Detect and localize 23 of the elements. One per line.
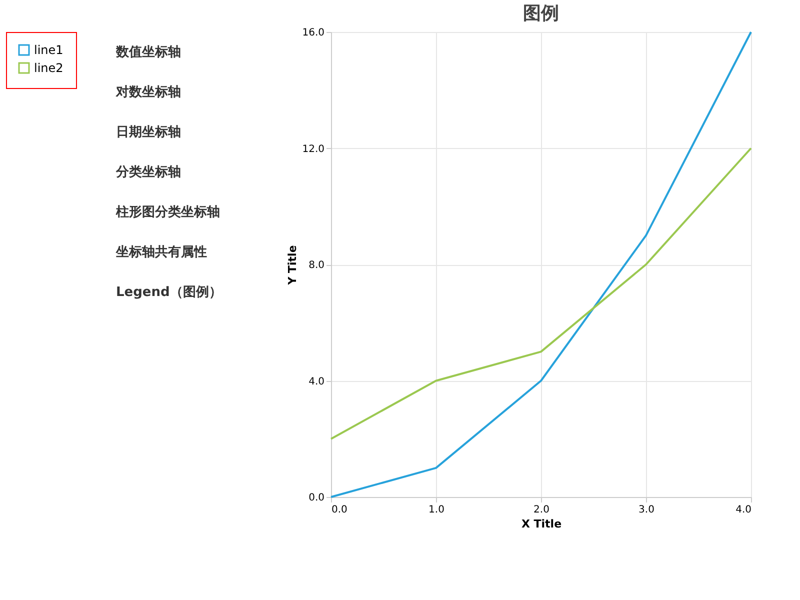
- y-tick-label: 16.0: [302, 28, 324, 38]
- y-tick-label: 4.0: [308, 376, 324, 388]
- legend-label: line2: [34, 61, 64, 75]
- text: 数值坐标轴: [115, 44, 181, 60]
- x-tick-label: 0.0: [332, 504, 348, 516]
- y-tick-label: 12.0: [302, 144, 324, 155]
- x-tick-label: 1.0: [428, 504, 444, 516]
- y-tick-label: 0.0: [308, 492, 324, 504]
- x-tick-label: 3.0: [638, 504, 654, 516]
- x-axis-title: X Title: [521, 518, 562, 530]
- y-tick-label: 8.0: [308, 260, 324, 271]
- text: 柱形图分类坐标轴: [115, 204, 220, 220]
- text: 对数坐标轴: [115, 84, 181, 100]
- text: Legend（图例）: [116, 285, 222, 300]
- legend-label: line1: [34, 43, 64, 57]
- text: 日期坐标轴: [116, 124, 181, 140]
- y-axis-title: Y Title: [286, 245, 300, 286]
- x-tick-label: 4.0: [736, 504, 752, 516]
- line-series: [330, 147, 752, 440]
- text: 分类坐标轴: [115, 164, 181, 180]
- x-tick-label: 2.0: [534, 504, 550, 516]
- chart-title: 图例: [523, 3, 559, 24]
- text: 坐标轴共有属性: [115, 244, 207, 260]
